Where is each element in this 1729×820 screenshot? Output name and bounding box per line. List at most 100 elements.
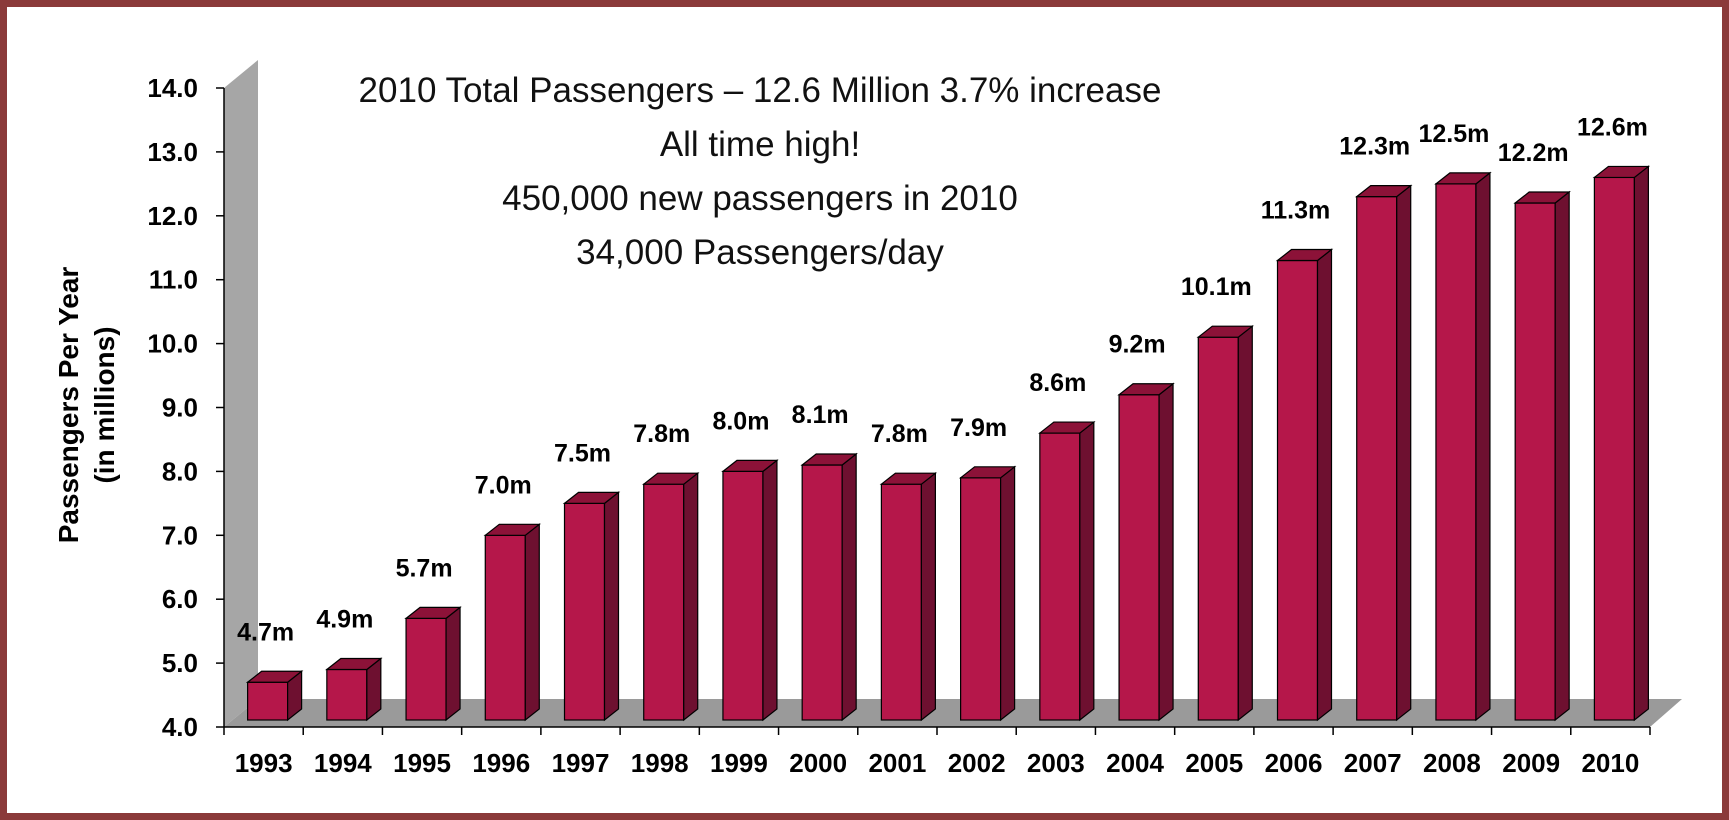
x-tick-label: 2007: [1344, 748, 1402, 778]
bar-front: [880, 483, 922, 721]
bar-side: [1633, 165, 1649, 722]
x-tick-label: 2008: [1423, 748, 1481, 778]
y-tick-label: 11.0: [149, 265, 198, 295]
bar-front: [1039, 432, 1081, 721]
bar-top: [641, 472, 700, 485]
bar-front: [405, 617, 447, 721]
y-axis-title-line-1: Passengers Per Year: [53, 267, 84, 544]
x-tick-label: 1996: [472, 748, 530, 778]
x-tick-label: 2009: [1502, 748, 1560, 778]
bar-front: [722, 470, 764, 721]
data-label: 12.6m: [1577, 113, 1648, 141]
y-tick-label: 9.0: [162, 393, 198, 423]
y-tick-label: 6.0: [162, 584, 198, 614]
bar-front: [1197, 336, 1239, 721]
data-label: 7.8m: [633, 420, 690, 448]
data-label: 4.9m: [316, 605, 373, 633]
data-label: 7.8m: [871, 420, 928, 448]
bar-side: [683, 471, 699, 722]
bar-top: [245, 670, 304, 683]
data-label: 12.5m: [1418, 120, 1489, 148]
bar-side: [1237, 324, 1253, 722]
bar-side: [603, 491, 620, 722]
bar-side: [762, 459, 778, 722]
data-label: 11.3m: [1261, 197, 1331, 225]
data-label: 7.5m: [554, 439, 611, 467]
data-label: 10.1m: [1181, 273, 1252, 301]
data-label: 8.1m: [792, 401, 849, 429]
bar-top: [562, 491, 621, 504]
y-tick-label: 14.0: [147, 73, 198, 103]
y-tick-label: 12.0: [147, 201, 198, 231]
bar-top: [1592, 165, 1651, 179]
annotation-line-4: 34,000 Passengers/day: [576, 233, 944, 272]
bar-front: [1435, 183, 1477, 721]
y-tick-label: 4.0: [162, 712, 198, 742]
bar-side: [1079, 420, 1095, 722]
data-label: 5.7m: [396, 554, 453, 582]
x-tick-label: 2005: [1185, 748, 1243, 778]
bar-top: [1354, 185, 1413, 198]
y-tick-label: 5.0: [162, 648, 198, 678]
bar-top: [1038, 421, 1096, 434]
bar-front: [1276, 259, 1319, 721]
bar-front: [326, 668, 368, 721]
bar-front: [484, 534, 526, 721]
bar-front: [1593, 176, 1635, 721]
bar-top: [879, 472, 938, 485]
bar-top: [1275, 248, 1334, 262]
x-tick-label: 2004: [1106, 748, 1164, 778]
y-tick-label: 10.0: [147, 329, 198, 359]
data-label: 8.0m: [712, 407, 769, 435]
bar-front: [247, 681, 289, 721]
chart-annotation: 2010 Total Passengers – 12.6 Million 3.7…: [330, 64, 1190, 280]
bar-side: [841, 452, 857, 722]
data-label: 7.9m: [950, 414, 1007, 442]
bar-top: [958, 466, 1017, 479]
x-tick-label: 2006: [1265, 748, 1323, 778]
annotation-line-1: 2010 Total Passengers – 12.6 Million 3.7…: [358, 71, 1162, 110]
y-tick-label: 8.0: [162, 456, 198, 486]
data-label: 8.6m: [1029, 369, 1086, 397]
bar-front: [563, 502, 606, 721]
x-tick-label: 1995: [393, 748, 451, 778]
bar-front: [1118, 394, 1160, 721]
x-tick-label: 1993: [235, 748, 293, 778]
data-label: 12.2m: [1498, 139, 1569, 167]
bar-side: [1396, 184, 1412, 722]
x-tick-label: 1999: [710, 748, 768, 778]
bar-side: [445, 606, 461, 722]
bar-side: [1475, 171, 1491, 722]
bar-side: [1316, 248, 1333, 722]
data-label: 4.7m: [237, 618, 294, 646]
x-tick-label: 1997: [552, 748, 610, 778]
y-tick-label: 13.0: [147, 137, 198, 167]
chart-side-wall: [224, 60, 258, 727]
bar-side: [1554, 190, 1570, 722]
bar-top: [1117, 383, 1175, 396]
bar-top: [1513, 191, 1571, 204]
y-axis-title-line-2: (in millions): [89, 326, 120, 483]
y-tick-label: 7.0: [162, 520, 198, 550]
data-label: 12.3m: [1339, 133, 1410, 161]
x-tick-label: 2001: [868, 748, 926, 778]
annotation-line-2: All time high!: [659, 125, 861, 164]
annotation-line-3: 450,000 new passengers in 2010: [502, 179, 1018, 218]
data-label: 7.0m: [475, 471, 532, 499]
bar-front: [1514, 202, 1556, 721]
bar-front: [801, 464, 843, 721]
bar-side: [524, 523, 540, 722]
bar-side: [920, 471, 936, 722]
x-tick-label: 2000: [789, 748, 847, 778]
bar-front: [960, 477, 1002, 721]
bar-side: [1158, 382, 1174, 722]
bar-top: [404, 606, 462, 619]
x-tick-label: 1998: [631, 748, 689, 778]
bar-front: [1356, 196, 1398, 721]
x-tick-label: 2003: [1027, 748, 1085, 778]
bar-top: [800, 453, 858, 466]
bar-top: [325, 657, 383, 671]
bar-top: [721, 459, 779, 472]
bar-top: [1434, 172, 1492, 185]
